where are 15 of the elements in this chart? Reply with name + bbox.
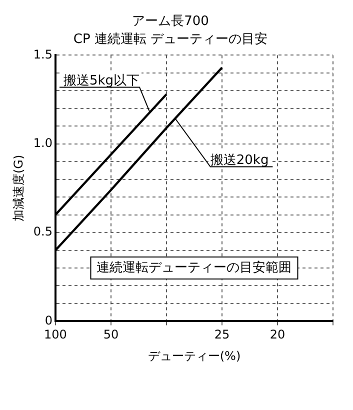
chart-title: アーム長700 xyxy=(132,14,209,30)
annotation: 連続運転デューティーの目安範囲 xyxy=(96,259,292,276)
x-axis-title: デューティー(%) xyxy=(148,348,241,363)
y-tick-label: 0 xyxy=(44,313,52,328)
x-tick-label: 100 xyxy=(44,328,67,342)
chart-subtitle: CP 連続運転 デューティーの目安 xyxy=(73,30,268,47)
y-axis-title: 加減速度(G) xyxy=(11,154,26,222)
y-tick-label: 0.5 xyxy=(33,224,52,239)
y-tick-label: 1.5 xyxy=(33,47,52,62)
y-tick-label: 1.0 xyxy=(33,136,52,150)
x-tick-label: 50 xyxy=(103,328,119,342)
x-tick-label: 25 xyxy=(214,328,230,342)
text: 搬送20kg xyxy=(210,152,269,168)
series-label: 搬送5kg以下 xyxy=(63,73,140,88)
x-tick-label: 20 xyxy=(270,328,286,342)
